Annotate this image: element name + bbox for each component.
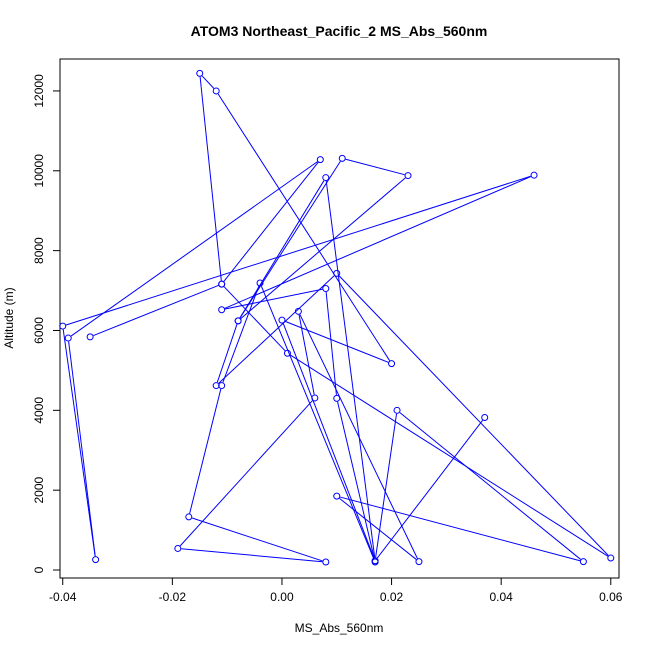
y-tick-label: 12000 [32, 74, 46, 108]
data-point [218, 280, 226, 288]
series-segment [68, 341, 96, 557]
plot-frame [59, 58, 620, 579]
y-axis: 0 2000 4000 6000 8000 10000 12000 [32, 74, 61, 573]
data-point [174, 544, 182, 552]
data-point [371, 557, 379, 565]
data-point [218, 306, 226, 314]
series-segment [376, 419, 484, 559]
series-segment [240, 177, 406, 320]
series-segment [218, 275, 335, 384]
series-segment [325, 180, 376, 558]
series-segment [260, 286, 375, 559]
data-point [234, 317, 242, 325]
series-segment [399, 412, 581, 560]
data-point [212, 87, 220, 95]
series-segment [282, 323, 375, 558]
x-tick-label: -0.02 [159, 590, 187, 604]
series-segment [299, 314, 418, 559]
series-segment [62, 329, 96, 557]
data-point [316, 156, 324, 164]
data-point [311, 394, 319, 402]
y-tick-label: 2000 [32, 476, 46, 503]
data-point [283, 349, 291, 357]
x-axis-label: MS_Abs_560nm [295, 621, 384, 635]
y-tick-label: 10000 [32, 154, 46, 188]
x-tick-label: 0.02 [380, 590, 404, 604]
series-layer [59, 69, 615, 566]
data-point [59, 322, 67, 330]
y-tick-label: 6000 [32, 317, 46, 344]
x-tick-label: 0.04 [489, 590, 513, 604]
x-tick-label: -0.04 [49, 590, 77, 604]
data-point [64, 334, 72, 342]
series-segment [181, 548, 323, 563]
x-axis: -0.04 -0.02 0.00 0.02 0.04 0.06 [49, 577, 623, 604]
y-tick-label: 8000 [32, 237, 46, 264]
data-point [218, 382, 226, 390]
series-segment [337, 401, 375, 559]
series-segment [201, 75, 215, 89]
data-point [338, 154, 346, 162]
data-point [185, 513, 193, 521]
series-segment [189, 388, 222, 514]
data-point [322, 174, 330, 182]
chart-title: ATOM3 Northeast_Pacific_2 MS_Abs_560nm [191, 23, 488, 39]
data-point [322, 558, 330, 566]
series-segment [216, 324, 238, 383]
data-point [530, 171, 538, 179]
series-segment [340, 496, 581, 562]
data-point [333, 269, 341, 277]
series-segment [239, 180, 325, 319]
data-point [333, 394, 341, 402]
series-segment [325, 291, 337, 395]
x-tick-label: 0.00 [270, 590, 294, 604]
series-segment [222, 286, 260, 383]
data-point [322, 285, 330, 293]
x-tick-label: 0.06 [599, 590, 623, 604]
series-segment [93, 285, 219, 337]
series-segment [339, 497, 417, 560]
series-segment [224, 176, 532, 309]
data-point [415, 558, 423, 566]
series-segment [179, 400, 313, 547]
series-segment [65, 175, 531, 326]
data-point [393, 406, 401, 414]
data-point [607, 554, 615, 562]
y-tick-label: 0 [32, 566, 46, 573]
data-point [579, 558, 587, 566]
data-point [212, 382, 220, 390]
series-segment [345, 158, 405, 176]
data-point [196, 69, 204, 77]
data-point [388, 360, 396, 368]
data-point [278, 316, 286, 324]
data-point [404, 172, 412, 180]
series-segment [285, 320, 389, 363]
series-segment [223, 286, 286, 352]
series-segment [223, 162, 319, 282]
series-segment [217, 93, 391, 361]
y-axis-label: Altitude (m) [2, 287, 16, 348]
series-segment [225, 288, 323, 310]
series-segment [338, 275, 609, 556]
data-point [92, 556, 100, 564]
series-segment [375, 413, 398, 558]
series-segment [70, 161, 318, 337]
series-segment [239, 161, 341, 319]
series-segment [191, 517, 323, 562]
data-point [256, 279, 264, 287]
data-point [481, 414, 489, 422]
series-segment [199, 76, 222, 281]
y-tick-label: 4000 [32, 397, 46, 424]
series-segment [290, 354, 609, 557]
data-point [86, 333, 94, 341]
data-point [333, 492, 341, 500]
data-point [294, 307, 302, 315]
